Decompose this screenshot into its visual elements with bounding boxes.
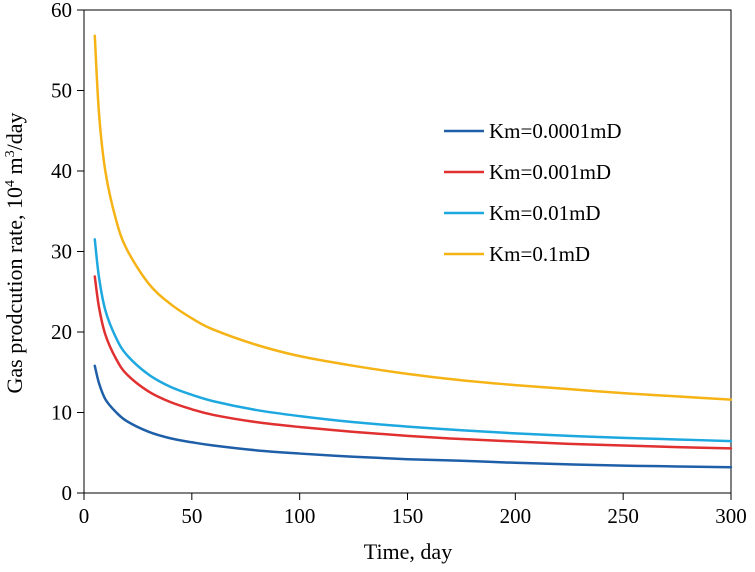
x-tick-label: 100: [284, 504, 316, 528]
x-tick-label: 200: [500, 504, 532, 528]
y-axis-ticks: 0 10 20 30 40 50 60: [51, 0, 84, 505]
x-tick-label: 50: [181, 504, 202, 528]
series-layer: [93, 34, 733, 469]
legend: Km=0.0001mD Km=0.001mD Km=0.01mD Km=0.1mD: [444, 119, 622, 266]
y-tick-label: 10: [51, 401, 72, 425]
legend-label: Km=0.01mD: [489, 201, 601, 225]
x-tick-label: 250: [607, 504, 639, 528]
y-axis-title: Gas prodcution rate, 104 m3/day: [2, 112, 27, 393]
series-line-1: [93, 275, 733, 450]
x-axis-title: Time, day: [364, 539, 452, 564]
x-axis-ticks: 0 50 100 150 200 250 300: [79, 493, 747, 528]
y-axis-title-main: Gas prodcution rate, 10: [2, 187, 27, 394]
x-tick-label: 150: [392, 504, 424, 528]
y-tick-label: 20: [51, 320, 72, 344]
y-axis-title-sup2: 3: [3, 150, 18, 157]
plot-area: [83, 9, 732, 494]
y-axis-title-sup: 4: [3, 180, 18, 187]
series-line-0: [93, 364, 733, 469]
y-tick-label: 50: [51, 79, 72, 103]
series-line-3: [93, 34, 733, 401]
series-line-2: [93, 238, 733, 443]
y-tick-label: 40: [51, 159, 72, 183]
y-tick-label: 60: [51, 0, 72, 22]
y-axis-title-mid: m: [2, 157, 27, 180]
legend-label: Km=0.1mD: [489, 242, 590, 266]
x-tick-label: 300: [715, 504, 747, 528]
plot-frame: [83, 9, 732, 494]
legend-label: Km=0.001mD: [489, 160, 611, 184]
y-tick-label: 0: [62, 481, 73, 505]
y-axis-title-end: /day: [2, 112, 27, 150]
y-tick-label: 30: [51, 240, 72, 264]
x-tick-label: 0: [79, 504, 90, 528]
legend-label: Km=0.0001mD: [489, 119, 622, 143]
